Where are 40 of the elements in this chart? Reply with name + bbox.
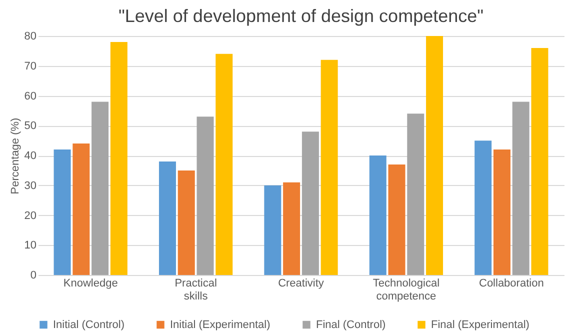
legend-label: Final (Experimental) — [431, 318, 530, 331]
bar — [110, 42, 128, 275]
bar — [407, 114, 424, 275]
bar — [369, 156, 386, 275]
bar — [426, 36, 444, 275]
bar — [178, 170, 195, 275]
legend-label: Initial (Experimental) — [170, 318, 270, 331]
x-tick-label: Collaboration — [478, 278, 544, 290]
bar — [320, 60, 338, 275]
bar — [158, 161, 176, 275]
bar — [512, 102, 530, 275]
bar — [531, 48, 548, 275]
x-tick-label: Knowledge — [63, 278, 118, 290]
y-axis-title: Percentage (%) — [9, 118, 22, 194]
x-tick-label: Practical skills — [174, 278, 217, 302]
bar — [388, 164, 406, 275]
legend-label: Final (Control) — [316, 318, 386, 331]
y-tick-label: 30 — [24, 180, 36, 192]
x-tick-label: Technological competence — [372, 278, 440, 302]
bar — [72, 144, 90, 275]
bar — [474, 140, 492, 275]
x-tick-label: Creativity — [278, 278, 324, 290]
bar — [92, 102, 109, 275]
bar — [54, 150, 71, 275]
bar — [264, 185, 282, 275]
legend-label: Initial (Control) — [53, 318, 125, 331]
chart-title: "Level of development of design competence" — [118, 6, 484, 26]
y-tick-label: 80 — [24, 30, 36, 42]
y-tick-label: 20 — [24, 210, 36, 222]
y-tick-label: 60 — [24, 90, 36, 102]
bar — [283, 182, 300, 275]
bar — [216, 54, 233, 275]
bar — [493, 150, 510, 275]
y-tick-label: 40 — [24, 150, 36, 162]
bar — [302, 132, 319, 275]
bar — [196, 116, 214, 275]
y-tick-label: 10 — [24, 240, 36, 252]
y-tick-label: 50 — [24, 120, 36, 132]
y-tick-label: 0 — [30, 270, 36, 282]
y-tick-label: 70 — [24, 60, 36, 72]
